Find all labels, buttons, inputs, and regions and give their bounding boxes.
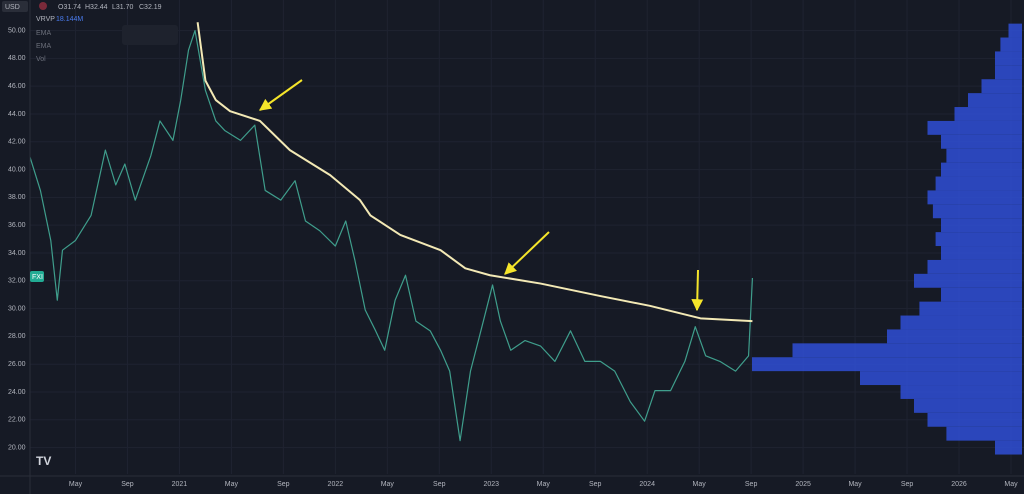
x-tick-label: 2024 bbox=[639, 481, 655, 488]
ohlc-open: O31.74 bbox=[58, 4, 81, 11]
volume-profile-bar bbox=[927, 259, 1022, 274]
x-tick-label: Sep bbox=[121, 481, 134, 488]
x-tick-label: May bbox=[225, 481, 239, 488]
volume-profile-bar bbox=[792, 343, 1022, 358]
x-tick-label: May bbox=[693, 481, 707, 488]
volume-profile-bar bbox=[1008, 23, 1022, 38]
symbol-tag bbox=[30, 271, 44, 282]
currency-button[interactable] bbox=[2, 1, 28, 12]
volume-profile-bar bbox=[941, 218, 1022, 233]
x-tick-label: Sep bbox=[277, 481, 290, 488]
volume-profile-bar bbox=[914, 273, 1022, 288]
volume-profile-bar bbox=[968, 93, 1022, 108]
ohlc-low: L31.70 bbox=[112, 4, 134, 11]
volume-profile-bar bbox=[995, 65, 1022, 80]
volume-profile-bar bbox=[995, 51, 1022, 66]
x-tick-label: 2026 bbox=[951, 481, 967, 488]
y-tick-label: 50.00 bbox=[8, 27, 26, 34]
x-tick-label: Sep bbox=[901, 481, 914, 488]
volume-profile-bar bbox=[935, 232, 1022, 247]
volume-profile-bar bbox=[927, 412, 1022, 427]
arrow bbox=[691, 269, 704, 312]
volume-profile-bar bbox=[941, 287, 1022, 302]
price-axis bbox=[0, 0, 30, 494]
volume-profile-bar bbox=[995, 440, 1022, 455]
volume-profile-bar bbox=[946, 148, 1022, 163]
currency[interactable]: USD bbox=[5, 4, 20, 11]
x-tick-label: Sep bbox=[589, 481, 602, 488]
x-tick-label: Sep bbox=[745, 481, 758, 488]
x-tick-label: Sep bbox=[433, 481, 446, 488]
volume-profile-bar bbox=[927, 190, 1022, 205]
volume-profile-bar bbox=[887, 329, 1022, 344]
volume-profile-bar bbox=[927, 120, 1022, 135]
study[interactable]: Vol bbox=[36, 56, 46, 63]
volume-profile-bar bbox=[860, 371, 1022, 386]
y-tick-label: 38.00 bbox=[8, 194, 26, 201]
y-tick-label: 28.00 bbox=[8, 333, 26, 340]
ohlc-close: C32.19 bbox=[139, 4, 162, 11]
y-tick-label: 30.00 bbox=[8, 305, 26, 312]
ohlc-high: H32.44 bbox=[85, 4, 108, 11]
symbol-tag-text: FXI bbox=[32, 274, 43, 281]
volume-profile-bar bbox=[752, 357, 1022, 372]
volume-profile-bar bbox=[954, 107, 1022, 121]
x-tick-label: May bbox=[1004, 481, 1018, 488]
x-tick-label: May bbox=[848, 481, 862, 488]
volume-profile-bar bbox=[900, 385, 1022, 399]
x-tick-label: 2021 bbox=[172, 481, 188, 488]
y-tick-label: 26.00 bbox=[8, 361, 26, 368]
y-tick-label: 46.00 bbox=[8, 83, 26, 90]
y-tick-label: 48.00 bbox=[8, 55, 26, 62]
study[interactable]: EMA bbox=[36, 43, 52, 50]
indicator-value: 18.144M bbox=[56, 16, 83, 23]
volume-profile-bar bbox=[932, 204, 1022, 219]
y-tick-label: 22.00 bbox=[8, 417, 26, 424]
y-tick-label: 34.00 bbox=[8, 250, 26, 257]
symbol-icon bbox=[39, 2, 47, 10]
y-tick-label: 40.00 bbox=[8, 166, 26, 173]
x-tick-label: 2025 bbox=[795, 481, 811, 488]
y-tick-label: 44.00 bbox=[8, 111, 26, 118]
volume-profile-bar bbox=[941, 162, 1022, 177]
volume-profile-bar bbox=[981, 79, 1022, 94]
logo: TV bbox=[36, 454, 51, 468]
x-tick-label: 2022 bbox=[328, 481, 344, 488]
y-tick-label: 42.00 bbox=[8, 139, 26, 146]
volume-profile-bar bbox=[946, 426, 1022, 441]
y-tick-label: 36.00 bbox=[8, 222, 26, 229]
arrow bbox=[259, 79, 303, 111]
arrow bbox=[504, 231, 550, 275]
volume-profile-bar bbox=[914, 398, 1022, 413]
y-tick-label: 20.00 bbox=[8, 444, 26, 451]
volume-profile-bar bbox=[900, 315, 1022, 330]
indicator-name[interactable]: VRVP bbox=[36, 16, 55, 23]
x-tick-label: May bbox=[381, 481, 395, 488]
x-tick-label: May bbox=[537, 481, 551, 488]
toolbar[interactable] bbox=[122, 25, 178, 45]
y-tick-label: 32.00 bbox=[8, 278, 26, 285]
price-line bbox=[29, 29, 754, 442]
volume-profile-bar bbox=[935, 176, 1022, 191]
price-line bbox=[196, 22, 753, 323]
volume-profile-bar bbox=[919, 301, 1022, 316]
x-tick-label: May bbox=[69, 481, 83, 488]
volume-profile-bar bbox=[1000, 37, 1022, 52]
y-tick-label: 24.00 bbox=[8, 389, 26, 396]
volume-profile-bar bbox=[941, 246, 1022, 260]
study[interactable]: EMA bbox=[36, 30, 52, 37]
volume-profile-bar bbox=[941, 134, 1022, 149]
x-tick-label: 2023 bbox=[483, 481, 499, 488]
